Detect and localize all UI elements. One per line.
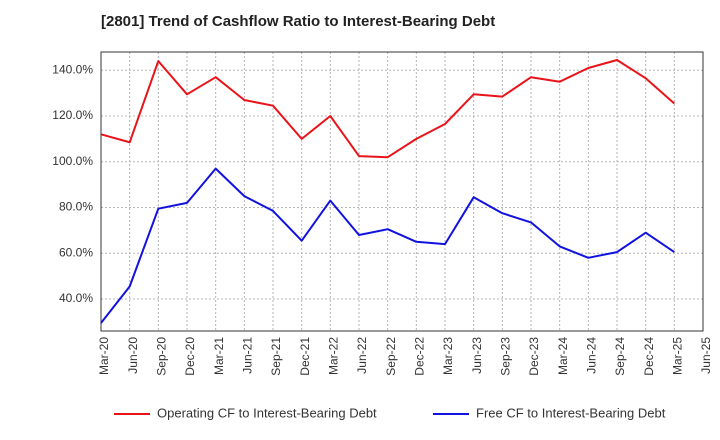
- x-tick-label: Mar-22: [327, 337, 341, 375]
- y-tick-label: 120.0%: [52, 108, 93, 122]
- series-line-0: [100, 59, 675, 159]
- x-tick-label: Sep-20: [155, 337, 169, 376]
- y-tick-label: 80.0%: [59, 200, 93, 214]
- x-tick-label: Jun-22: [355, 337, 369, 374]
- x-tick-label: Dec-21: [298, 337, 312, 376]
- y-tick-label: 100.0%: [52, 154, 93, 168]
- legend-label-0: Operating CF to Interest-Bearing Debt: [157, 405, 377, 420]
- x-tick-label: Dec-23: [527, 337, 541, 376]
- x-tick-label: Mar-21: [212, 337, 226, 375]
- y-tick-label: 60.0%: [59, 245, 93, 259]
- legend-label-1: Free CF to Interest-Bearing Debt: [476, 405, 666, 420]
- plot-frame: [100, 51, 704, 332]
- chart-title: [2801] Trend of Cashflow Ratio to Intere…: [101, 13, 496, 30]
- x-tick-label: Jun-25: [699, 337, 713, 374]
- x-tick-label: Mar-24: [556, 337, 570, 375]
- x-tick-label: Dec-24: [642, 337, 656, 376]
- series-line-1: [100, 167, 675, 324]
- x-tick-label: Sep-22: [384, 337, 398, 376]
- legend: Operating CF to Interest-Bearing Debt Fre…: [114, 405, 666, 420]
- x-tick-label: Mar-25: [671, 337, 685, 375]
- x-tick-label: Dec-20: [183, 337, 197, 376]
- series-layer: [100, 59, 675, 324]
- grid-layer: [100, 52, 704, 331]
- axis-layer: Mar-20 Jun-20 Sep-20 Dec-20 Mar-21 Jun-21 Sep-…: [52, 51, 713, 376]
- x-tick-label: Mar-23: [441, 337, 455, 375]
- x-tick-label: Sep-24: [613, 337, 627, 376]
- x-tick-label: Jun-24: [585, 337, 599, 374]
- x-tick-label: Sep-23: [499, 337, 513, 376]
- x-tick-label: Jun-23: [470, 337, 484, 374]
- x-tick-label: Dec-22: [413, 337, 427, 376]
- x-tick-label: Jun-21: [241, 337, 255, 374]
- y-tick-label: 140.0%: [52, 62, 93, 76]
- x-tick-label: Jun-20: [126, 337, 140, 374]
- y-tick-label: 40.0%: [59, 291, 93, 305]
- x-tick-label: Sep-21: [269, 337, 283, 376]
- x-tick-label: Mar-20: [97, 337, 111, 375]
